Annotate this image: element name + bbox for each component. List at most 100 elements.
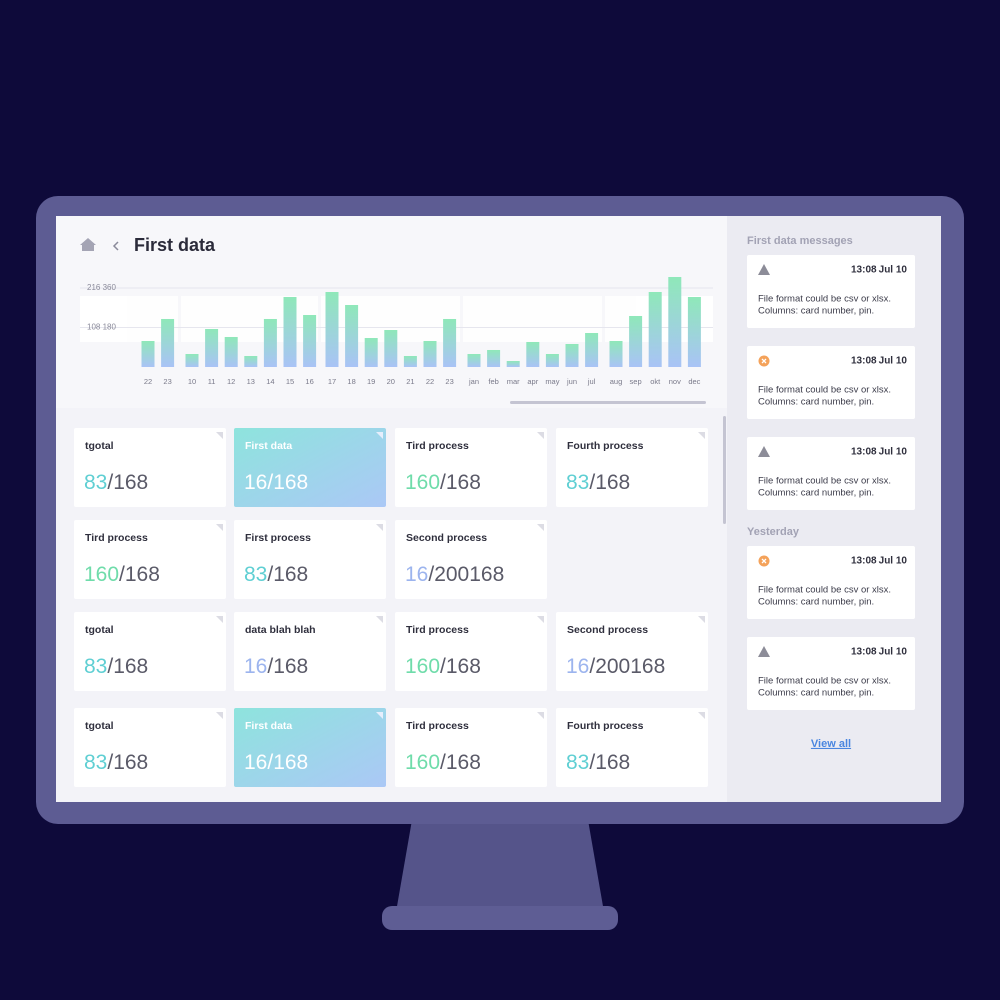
card-total: /168 [589,471,630,494]
card[interactable]: tgotal 83/168 [74,428,226,507]
card[interactable]: Tird process 160/168 [395,612,547,691]
card[interactable]: Second process 16/200168 [556,612,708,691]
bar [526,341,540,367]
card-bg [74,428,226,507]
message-line: File format could be csv or xlsx. [758,294,891,305]
card-corner [537,712,544,719]
card-value: 160/168 [405,471,481,494]
x-tick-label: 22 [426,377,434,386]
message-time: 13:08 [851,647,877,658]
card[interactable]: Fourth process 83/168 [556,428,708,507]
card-count: 160 [84,563,119,586]
card-value: 83/168 [244,563,308,586]
card-bg [556,708,708,787]
card-count: 83 [84,751,107,774]
message: 13:08 Jul 10 File format could be csv or x… [747,546,915,619]
card-count: 16 [244,751,267,774]
card-total: /168 [267,751,308,774]
message: 13:08 Jul 10 File format could be csv or x… [747,437,915,510]
card-count: 160 [405,655,440,678]
card[interactable]: First data 16/168 [234,708,386,787]
monitor-neck [396,820,604,912]
card-count: 83 [244,563,267,586]
card-value: 160/168 [84,563,160,586]
card-total: /168 [267,471,308,494]
card-total: /168 [440,751,481,774]
card[interactable]: Second process 16/200168 [395,520,547,599]
bar [384,330,398,367]
card-bg [395,520,547,599]
x-tick-label: aug [610,377,623,386]
card-value: 83/168 [84,751,148,774]
card-bg [234,708,386,787]
message-bg [747,637,915,710]
message-line: Columns: card number, pin. [758,306,874,317]
card-count: 16 [244,655,267,678]
card-count: 160 [405,751,440,774]
error-cross [761,558,767,564]
bar [303,315,317,367]
card-bg [395,612,547,691]
card-count: 83 [566,471,589,494]
card-total: /168 [440,471,481,494]
x-tick-label: may [545,377,559,386]
card-title: tgotal [85,624,114,636]
card-value: 16/200168 [405,563,504,586]
card[interactable]: tgotal 83/168 [74,708,226,787]
view-all-link[interactable]: View all [811,738,851,750]
card-corner [216,712,223,719]
x-tick-label: jan [468,377,479,386]
bar [141,341,155,367]
card-count: 83 [84,471,107,494]
y-tick-label: 216 360 [87,283,116,292]
card-bg [234,428,386,507]
card-title: First process [245,532,311,544]
y-tick-label: 108 180 [87,323,116,332]
card[interactable]: data blah blah 16/168 [234,612,386,691]
card-value: 83/168 [566,751,630,774]
message-line: File format could be csv or xlsx. [758,676,891,687]
card[interactable]: Tird process 160/168 [395,708,547,787]
message-date: Jul 10 [879,265,908,276]
card[interactable]: Tird process 160/168 [74,520,226,599]
card[interactable]: First process 83/168 [234,520,386,599]
bar [565,343,579,367]
x-tick-label: 23 [445,377,453,386]
card-count: 16 [405,563,428,586]
card-value: 160/168 [405,655,481,678]
h-scrollbar[interactable] [510,401,706,404]
section-title: First data messages [747,235,853,247]
bar [668,276,682,367]
card-corner [216,616,223,623]
x-tick-label: mar [507,377,520,386]
bar [506,361,520,367]
message-line: Columns: card number, pin. [758,688,874,699]
v-scrollbar[interactable] [723,416,726,524]
card[interactable]: Tird process 160/168 [395,428,547,507]
message: 13:08 Jul 10 File format could be csv or x… [747,637,915,710]
card[interactable]: Fourth process 83/168 [556,708,708,787]
card-title: tgotal [85,720,114,732]
back-icon[interactable] [112,241,119,251]
page-title: First data [134,235,216,255]
bar [325,292,339,367]
card-value: 83/168 [84,471,148,494]
card-count: 83 [84,655,107,678]
x-tick-label: 14 [266,377,274,386]
card-value: 16/168 [244,751,308,774]
card-title: Tird process [406,720,469,732]
x-tick-label: sep [630,377,642,386]
x-tick-label: feb [488,377,498,386]
card-total: /200168 [428,563,504,586]
card-total: /168 [267,563,308,586]
message-time: 13:08 [851,447,877,458]
bar [467,354,481,367]
card-title: data blah blah [245,624,316,636]
bar [609,341,623,367]
card[interactable]: tgotal 83/168 [74,612,226,691]
message-line: Columns: card number, pin. [758,397,874,408]
bar [263,318,277,367]
x-tick-label: jun [566,377,577,386]
home-icon[interactable] [80,238,96,251]
card[interactable]: First data 16/168 [234,428,386,507]
